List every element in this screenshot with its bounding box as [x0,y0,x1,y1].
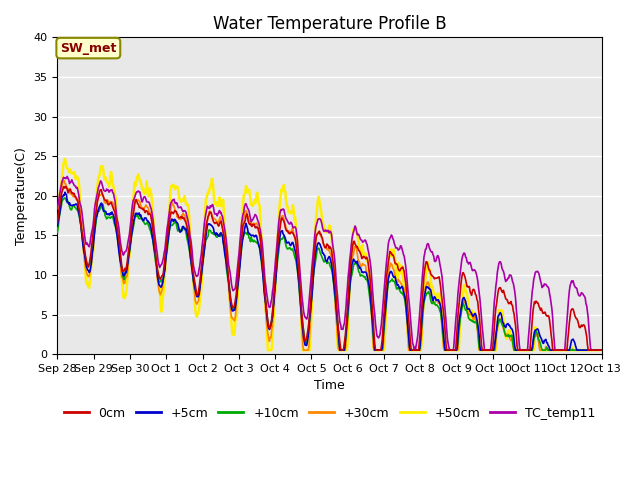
Y-axis label: Temperature(C): Temperature(C) [15,147,28,245]
X-axis label: Time: Time [314,379,345,392]
Legend: 0cm, +5cm, +10cm, +30cm, +50cm, TC_temp11: 0cm, +5cm, +10cm, +30cm, +50cm, TC_temp1… [58,402,601,424]
Title: Water Temperature Profile B: Water Temperature Profile B [213,15,447,33]
Text: SW_met: SW_met [60,42,116,55]
